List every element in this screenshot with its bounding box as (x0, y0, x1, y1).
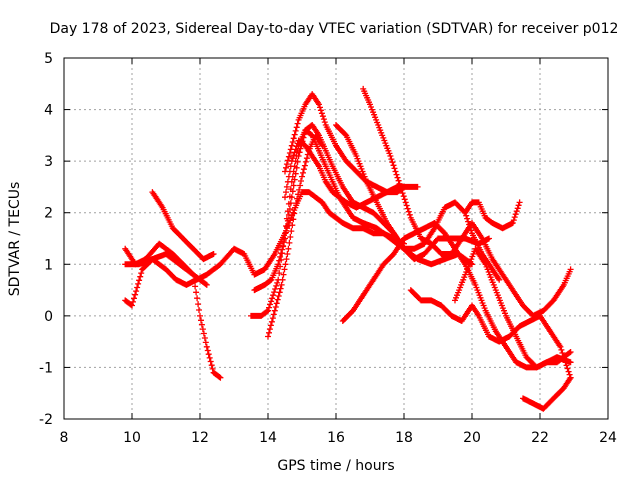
x-tick-label: 10 (123, 430, 141, 446)
data-series (452, 245, 574, 371)
data-points (122, 85, 574, 412)
x-tick-label: 12 (191, 430, 209, 446)
axis-ticks (63, 57, 609, 420)
data-series (520, 374, 574, 412)
data-point-markers (248, 127, 475, 319)
chart-title: Day 178 of 2023, Sidereal Day-to-day VTE… (50, 21, 619, 37)
x-tick-label: 24 (599, 430, 617, 446)
y-tick-label: -2 (39, 412, 53, 428)
grid (64, 58, 608, 419)
data-point-markers (407, 287, 574, 381)
x-tick-label: 20 (463, 430, 481, 446)
x-tick-label: 14 (259, 430, 277, 446)
y-tick-label: 3 (44, 154, 53, 170)
data-point-markers (462, 199, 523, 232)
x-tick-label: 8 (60, 430, 69, 446)
y-tick-label: -1 (39, 360, 53, 376)
y-tick-label: 0 (44, 309, 53, 325)
y-tick-label: 1 (44, 257, 53, 273)
x-tick-label: 16 (327, 430, 345, 446)
data-series (265, 132, 326, 340)
data-point-markers (452, 245, 574, 371)
y-tick-label: 2 (44, 206, 53, 222)
y-tick-label: 4 (44, 103, 53, 119)
x-tick-label: 18 (395, 430, 413, 446)
y-tick-label: 5 (44, 51, 53, 67)
data-series (149, 189, 217, 263)
data-point-markers (149, 189, 217, 263)
data-series (248, 127, 475, 319)
x-axis-title: GPS time / hours (277, 458, 394, 474)
data-series (407, 287, 574, 381)
data-point-markers (265, 132, 326, 340)
x-tick-label: 22 (531, 430, 549, 446)
y-axis-title: SDTVAR / TECUs (7, 182, 23, 297)
data-point-markers (520, 374, 574, 412)
data-series (462, 199, 523, 232)
